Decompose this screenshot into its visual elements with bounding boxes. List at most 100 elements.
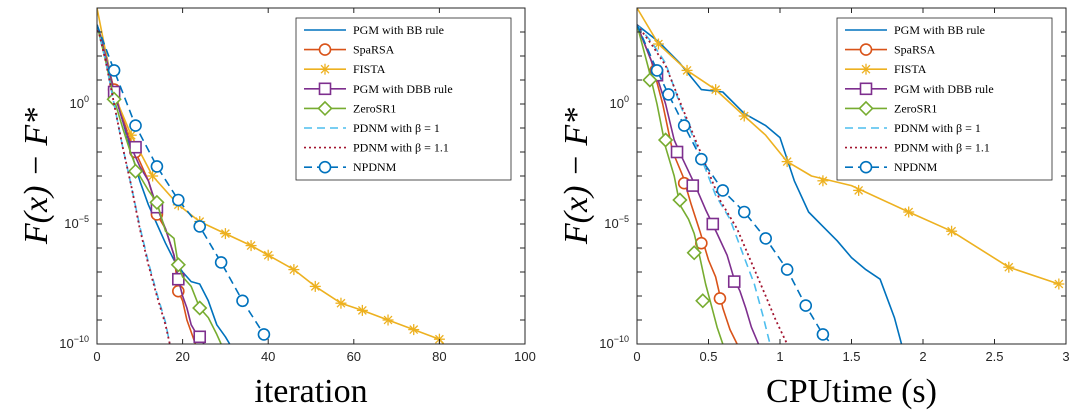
- marker-fista-7: [262, 249, 274, 261]
- marker-pgm-with-dbb-rule-3: [706, 217, 720, 231]
- legend-label: ZeroSR1: [353, 101, 396, 115]
- series-npdnm: [637, 24, 833, 344]
- legend-entry-pdnm-with-1: PDNM with β = 1: [845, 121, 981, 135]
- y-tick-base: 10: [610, 96, 624, 111]
- legend-label: SpaRSA: [894, 43, 936, 57]
- marker-fista-5: [817, 175, 829, 187]
- legend-label: PDNM with β = 1.1: [353, 141, 449, 155]
- legend-marker: [318, 160, 332, 174]
- marker-npdnm-0: [650, 64, 664, 77]
- x-tick-label: 20: [175, 349, 189, 364]
- legend-label: PGM with DBB rule: [353, 82, 453, 96]
- x-tick-label: 3: [1062, 349, 1069, 364]
- series-line-pdnm-with-1: [637, 24, 771, 344]
- marker-npdnm-8: [799, 299, 813, 312]
- series-zerosr1: [637, 24, 724, 344]
- legend: PGM with BB rule SpaRSA FISTA PGM with DBB …: [295, 17, 512, 181]
- marker-fista-2: [710, 84, 722, 96]
- marker-npdnm-4: [716, 184, 730, 197]
- marker-npdnm-6: [236, 294, 249, 308]
- marker-zerosr1-1: [127, 163, 144, 179]
- marker-fista-9: [309, 280, 321, 292]
- marker-pgm-with-dbb-rule-2: [686, 179, 700, 192]
- marker-fista-12: [382, 314, 394, 326]
- y-tick-label: 100: [70, 94, 89, 111]
- data-layer: [97, 8, 445, 344]
- legend-entry-pdnm-with-1-1: PDNM with β = 1.1: [304, 141, 449, 155]
- y-tick-exponent: −5: [79, 214, 89, 224]
- marker-npdnm-2: [150, 160, 164, 173]
- marker-npdnm-6: [759, 232, 773, 245]
- marker-fista-2: [147, 170, 159, 182]
- legend-marker: [318, 82, 332, 96]
- marker-fista-10: [1053, 278, 1065, 290]
- marker-fista-5: [219, 228, 231, 240]
- marker-zerosr1-0: [642, 72, 658, 88]
- y-axis-title: F(x) − F*: [18, 108, 55, 245]
- legend-marker: [860, 63, 872, 75]
- series-line-sparsa: [637, 24, 738, 344]
- x-tick-label: 2: [919, 349, 926, 364]
- marker-npdnm-3: [695, 152, 708, 166]
- marker-fista-6: [853, 184, 865, 196]
- legend-marker: [317, 100, 333, 117]
- marker-fista-9: [1003, 261, 1015, 273]
- legend-entry-pgm-with-dbb-rule: PGM with DBB rule: [304, 82, 453, 96]
- marker-zerosr1-2: [149, 194, 165, 211]
- marker-npdnm-3: [172, 193, 185, 207]
- y-tick-base: 10: [70, 96, 84, 111]
- y-tick-exponent: −5: [619, 214, 629, 224]
- marker-fista-7: [903, 206, 915, 218]
- y-tick-exponent: −10: [74, 334, 89, 344]
- y-tick-exponent: 0: [84, 94, 89, 104]
- marker-fista-10: [335, 297, 347, 309]
- y-tick-exponent: 0: [624, 94, 629, 104]
- marker-pgm-with-dbb-rule-1: [129, 140, 142, 154]
- series-pgm-with-bb-rule: [637, 24, 903, 344]
- series-pdnm-with-1-1: [97, 24, 171, 344]
- marker-fista-3: [738, 110, 750, 122]
- marker-sparsa-3: [713, 292, 727, 305]
- marker-npdnm-2: [677, 119, 691, 132]
- y-tick-label: 10−10: [599, 334, 629, 351]
- y-tick-base: 10: [599, 336, 613, 351]
- legend-marker: [858, 100, 874, 117]
- legend-label: PGM with BB rule: [353, 23, 444, 37]
- marker-zerosr1-1: [657, 132, 674, 148]
- marker-npdnm-1: [662, 88, 675, 101]
- x-tick-label: 80: [432, 349, 446, 364]
- legend-label: PDNM with β = 1.1: [894, 141, 990, 155]
- y-tick-label: 10−5: [64, 214, 89, 231]
- legend-label: SpaRSA: [353, 43, 395, 57]
- legend-label: NPDNM: [894, 160, 938, 174]
- legend-label: FISTA: [353, 62, 386, 76]
- series-zerosr1: [97, 24, 222, 344]
- marker-npdnm-7: [780, 263, 794, 276]
- x-tick-label: 0: [633, 349, 640, 364]
- y-axis-title: F(x) − F*: [558, 108, 595, 245]
- legend-label: ZeroSR1: [894, 101, 937, 115]
- marker-npdnm-4: [193, 220, 207, 233]
- y-tick-base: 10: [59, 336, 73, 351]
- legend-label: PGM with DBB rule: [894, 82, 994, 96]
- series-line-npdnm: [97, 24, 269, 344]
- marker-pgm-with-dbb-rule-4: [193, 330, 207, 344]
- y-tick-label: 10−5: [604, 214, 629, 231]
- legend-label: PDNM with β = 1: [894, 121, 981, 135]
- legend-label: FISTA: [894, 62, 927, 76]
- marker-fista-0: [652, 38, 664, 50]
- x-tick-label: 2.5: [985, 349, 1003, 364]
- series-line-pgm-with-bb-rule: [637, 24, 903, 344]
- marker-fista-8: [946, 225, 958, 237]
- legend-entry-fista: FISTA: [845, 62, 927, 76]
- marker-zerosr1-2: [672, 192, 688, 208]
- x-tick-label: 100: [514, 349, 536, 364]
- marker-npdnm-5: [214, 256, 228, 269]
- x-tick-label: 0.5: [699, 349, 717, 364]
- x-tick-label: 60: [347, 349, 361, 364]
- y-tick-base: 10: [604, 216, 618, 231]
- marker-zerosr1-4: [192, 300, 208, 316]
- marker-fista-11: [356, 304, 368, 316]
- legend-entry-pgm-with-dbb-rule: PGM with DBB rule: [845, 82, 994, 96]
